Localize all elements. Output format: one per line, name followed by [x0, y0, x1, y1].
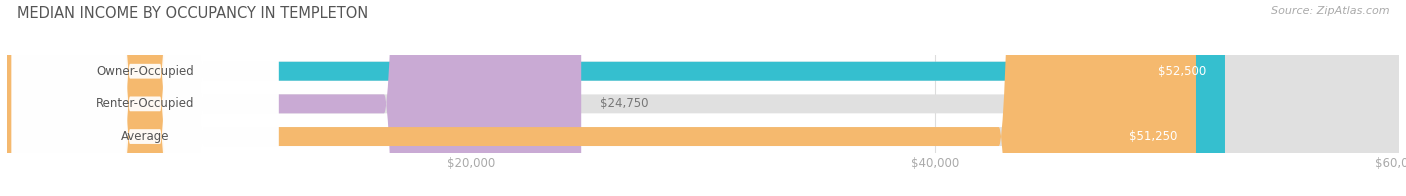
- FancyBboxPatch shape: [11, 0, 278, 196]
- FancyBboxPatch shape: [7, 0, 581, 196]
- FancyBboxPatch shape: [7, 0, 1399, 196]
- FancyBboxPatch shape: [7, 0, 1399, 196]
- Text: $51,250: $51,250: [1129, 130, 1177, 143]
- Text: MEDIAN INCOME BY OCCUPANCY IN TEMPLETON: MEDIAN INCOME BY OCCUPANCY IN TEMPLETON: [17, 6, 368, 21]
- FancyBboxPatch shape: [11, 0, 278, 196]
- Text: Renter-Occupied: Renter-Occupied: [96, 97, 194, 110]
- FancyBboxPatch shape: [7, 0, 1399, 196]
- Text: $24,750: $24,750: [600, 97, 648, 110]
- Text: Owner-Occupied: Owner-Occupied: [96, 65, 194, 78]
- FancyBboxPatch shape: [11, 0, 278, 196]
- Text: $52,500: $52,500: [1159, 65, 1206, 78]
- Text: Source: ZipAtlas.com: Source: ZipAtlas.com: [1271, 6, 1389, 16]
- FancyBboxPatch shape: [7, 0, 1197, 196]
- FancyBboxPatch shape: [7, 0, 1225, 196]
- Text: Average: Average: [121, 130, 169, 143]
